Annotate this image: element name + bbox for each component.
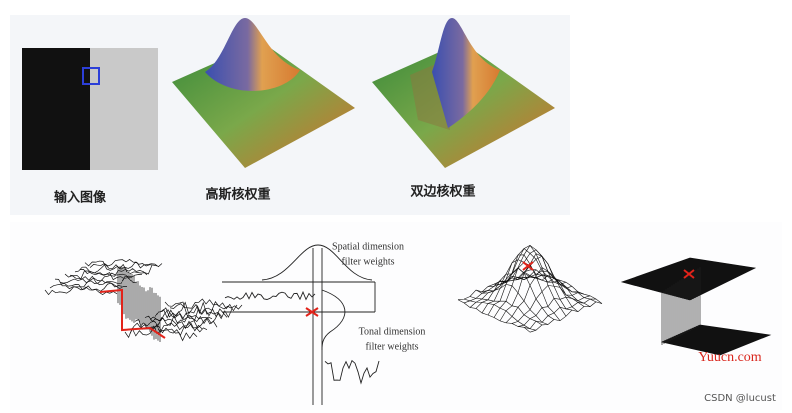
stroke: [99, 288, 166, 339]
credit: CSDN @lucust: [704, 393, 776, 404]
bilateral-surface: [372, 18, 555, 168]
label: 双边核权重: [410, 184, 475, 200]
input-dark: [22, 48, 90, 170]
stroke: [89, 259, 163, 269]
filtered-edge: [620, 257, 772, 356]
filter-diagram: [222, 244, 380, 405]
stroke: [522, 261, 534, 271]
stroke: [74, 266, 148, 277]
stroke: [129, 322, 203, 337]
stroke: [64, 272, 138, 284]
tonal-label: Tonal dimension: [359, 326, 426, 337]
stroke: [683, 269, 695, 279]
gaussian-mesh: [457, 244, 603, 333]
stroke: [660, 324, 772, 356]
stroke: [149, 309, 223, 325]
label: 输入图像: [54, 190, 107, 206]
noisy-edge: [44, 259, 243, 342]
stroke: [154, 307, 228, 321]
stroke: [79, 263, 153, 275]
stroke: [169, 298, 243, 310]
stroke: [463, 298, 537, 331]
stroke: [159, 301, 233, 320]
input-light: [90, 48, 158, 170]
watermark: Yuucn.com: [698, 350, 761, 365]
stroke: [529, 301, 603, 333]
stroke: [164, 301, 238, 315]
window: [82, 67, 100, 85]
spatial-label: filter weights: [341, 256, 394, 267]
stroke: [54, 278, 128, 290]
stroke: [457, 299, 531, 333]
stroke: [469, 296, 543, 326]
stroke: [44, 285, 118, 296]
stroke: [49, 282, 123, 292]
stroke: [523, 298, 597, 330]
spatial-label: Spatial dimension: [332, 241, 404, 252]
gaussian-surface: [172, 18, 355, 168]
tonal-label: filter weights: [365, 341, 418, 352]
stroke: [620, 257, 757, 301]
bottom-panel: [10, 222, 782, 410]
label: 高斯核权重: [205, 187, 270, 203]
